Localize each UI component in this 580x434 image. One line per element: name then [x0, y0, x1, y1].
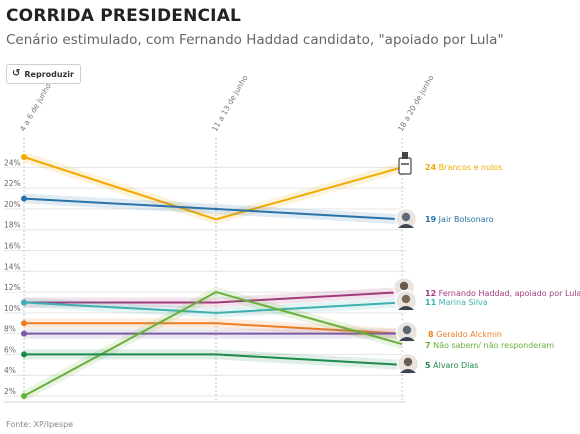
series-name: Fernando Haddad, apoiado por Lula [436, 289, 580, 298]
series-end-label: 19 Jair Bolsonaro [425, 215, 494, 224]
y-tick-label: 10% [4, 304, 21, 313]
series-end-label: 5 Álvaro Dias [425, 359, 478, 370]
series-start-point [21, 351, 27, 358]
series-end-value: 11 [425, 298, 437, 307]
series-end-value: 24 [425, 163, 437, 172]
series-end-value: 7 [425, 341, 431, 350]
ballot-paper-icon [402, 152, 408, 159]
avatar-body-icon [398, 224, 414, 228]
series-start-point [21, 393, 27, 399]
series-end-value: 8 [428, 330, 434, 339]
series-end-label: 7 Não sabem/ não responderam [425, 341, 554, 350]
series-end-value: 5 [425, 361, 431, 370]
y-tick-label: 12% [4, 283, 21, 292]
series-line [23, 301, 403, 314]
series-line [24, 291, 403, 304]
avatar-head-icon [401, 294, 411, 304]
y-tick-label: 22% [4, 179, 21, 188]
replay-label: Reproduzir [24, 69, 74, 79]
x-tick-label: 18 a 20 de junho [396, 73, 436, 133]
series-end-label: 8 Geraldo Alckmin [428, 330, 502, 339]
series-start-point [21, 330, 27, 337]
series-name: Marina Silva [436, 298, 488, 307]
avatar-head-icon [401, 212, 411, 222]
series-name: Jair Bolsonaro [436, 215, 494, 224]
y-tick-label: 8% [4, 325, 16, 334]
series-end-label: 11 Marina Silva [425, 298, 488, 307]
x-tick-label: 11 a 13 de junho [210, 73, 250, 133]
series-start-point [21, 320, 27, 327]
y-tick-label: 20% [4, 200, 21, 209]
y-tick-label: 24% [4, 158, 21, 167]
series-end-label: 12 Fernando Haddad, apoiado por Lula [425, 289, 580, 298]
y-tick-label: 14% [4, 262, 21, 271]
x-tick-label: 4 a 6 de junho [18, 81, 53, 133]
y-tick-label: 2% [4, 387, 16, 396]
ballot-box-icon [398, 157, 412, 175]
series-line [24, 353, 403, 366]
chart-subtitle: Cenário estimulado, com Fernando Haddad … [6, 32, 504, 48]
avatar-body-icon [398, 306, 414, 310]
replay-button[interactable]: ↺ Reproduzir [6, 64, 81, 84]
series-line [23, 291, 403, 397]
series-end-label: 24 Brancos e nulos [425, 163, 502, 172]
avatar-head-icon [403, 357, 413, 367]
series-line [23, 156, 403, 221]
avatar-head-icon [402, 325, 412, 335]
series-end-value: 12 [425, 289, 436, 298]
replay-icon: ↺ [12, 68, 21, 79]
source-note: Fonte: XP/Ipespe [6, 420, 74, 429]
y-tick-label: 16% [4, 242, 21, 251]
chart-title: CORRIDA PRESIDENCIAL [6, 6, 242, 26]
y-tick-label: 6% [4, 345, 16, 354]
y-tick-label: 18% [4, 221, 21, 230]
series-name: Geraldo Alckmin [434, 330, 502, 339]
series-name: Não sabem/ não responderam [431, 341, 555, 350]
series-start-point [21, 299, 27, 306]
series-name: Brancos e nulos [436, 163, 502, 172]
series-line [23, 197, 403, 221]
avatar-body-icon [400, 369, 416, 373]
avatar-body-icon [399, 337, 415, 341]
series-start-point [21, 154, 27, 160]
series-line [24, 322, 403, 335]
series-end-value: 19 [425, 215, 437, 224]
y-tick-label: 4% [4, 366, 16, 375]
series-name: Álvaro Dias [431, 359, 479, 370]
avatar-head-icon [399, 281, 409, 291]
series-start-point [21, 195, 27, 202]
